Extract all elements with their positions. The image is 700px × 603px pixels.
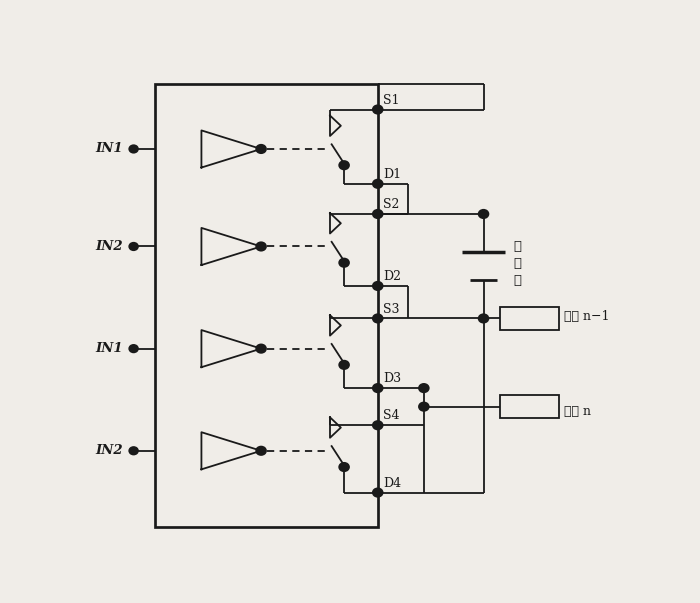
- Circle shape: [256, 344, 266, 353]
- Circle shape: [373, 384, 383, 393]
- Circle shape: [130, 145, 138, 153]
- Bar: [500, 395, 559, 418]
- Text: IN2: IN2: [96, 240, 123, 253]
- Circle shape: [130, 447, 138, 455]
- Text: S1: S1: [383, 93, 400, 107]
- Circle shape: [479, 210, 489, 218]
- Circle shape: [373, 282, 383, 290]
- Circle shape: [340, 259, 349, 267]
- Circle shape: [340, 361, 349, 369]
- Circle shape: [373, 314, 383, 323]
- Circle shape: [419, 384, 428, 393]
- Text: D1: D1: [383, 168, 401, 181]
- Text: S2: S2: [383, 198, 400, 211]
- Text: D3: D3: [383, 372, 401, 385]
- Circle shape: [373, 421, 383, 429]
- Text: D4: D4: [383, 477, 401, 490]
- Text: S3: S3: [383, 303, 400, 315]
- Circle shape: [340, 161, 349, 169]
- Circle shape: [130, 243, 138, 250]
- Circle shape: [256, 145, 266, 153]
- Circle shape: [419, 402, 428, 411]
- Text: 电极 n−1: 电极 n−1: [564, 309, 609, 323]
- Circle shape: [130, 345, 138, 352]
- Text: S4: S4: [383, 409, 400, 423]
- Text: 恒
流
源: 恒 流 源: [513, 241, 522, 288]
- Text: IN1: IN1: [96, 142, 123, 156]
- Text: IN1: IN1: [96, 342, 123, 355]
- Circle shape: [373, 210, 383, 218]
- Bar: [500, 307, 559, 330]
- Circle shape: [256, 242, 266, 251]
- Circle shape: [479, 314, 489, 323]
- Circle shape: [373, 180, 383, 188]
- Circle shape: [340, 463, 349, 471]
- Circle shape: [373, 106, 383, 114]
- Text: 电极 n: 电极 n: [564, 405, 591, 418]
- Text: D2: D2: [383, 270, 401, 283]
- Circle shape: [373, 488, 383, 497]
- Bar: [155, 84, 378, 528]
- Text: IN2: IN2: [96, 444, 123, 457]
- Circle shape: [256, 447, 266, 455]
